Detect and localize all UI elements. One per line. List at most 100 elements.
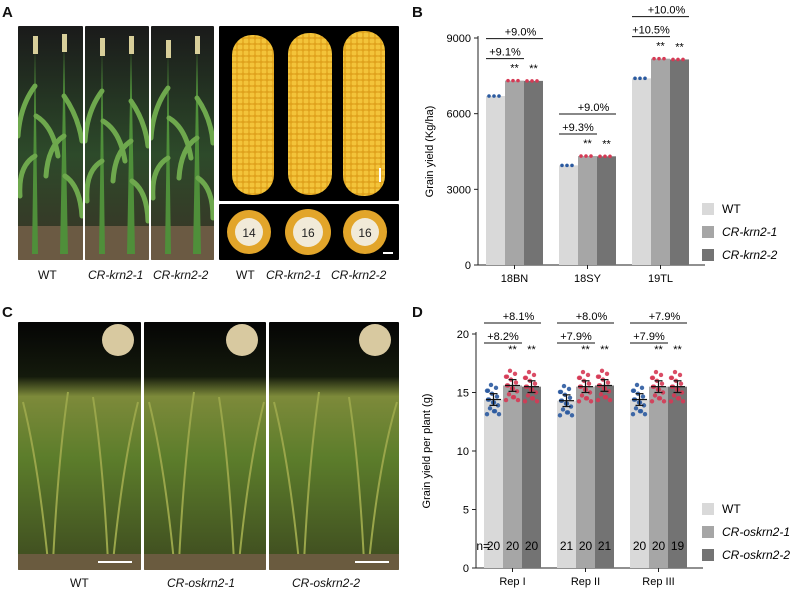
bracket-label-inner: +8.2%	[487, 331, 519, 343]
data-point	[492, 94, 496, 98]
significance-mark: **	[656, 41, 665, 53]
data-point	[530, 79, 534, 83]
data-point	[510, 394, 516, 400]
bar	[632, 78, 651, 265]
data-point	[598, 154, 602, 159]
panel-label-a: A	[2, 4, 13, 21]
data-point	[488, 382, 494, 388]
data-point	[567, 395, 573, 400]
data-point	[595, 374, 601, 379]
data-point	[487, 406, 493, 411]
significance-mark: **	[527, 344, 536, 356]
data-point	[605, 380, 611, 385]
data-point	[642, 411, 648, 417]
bar	[595, 385, 614, 568]
data-point	[579, 393, 585, 398]
y-tick-label: 15	[457, 388, 469, 400]
maize-plant-photo-krn2-1	[85, 26, 149, 260]
bar	[649, 386, 668, 568]
bracket-label-inner: +9.1%	[489, 47, 521, 59]
bracket-label-outer: +9.0%	[578, 102, 610, 114]
bar	[668, 386, 687, 568]
data-point	[494, 394, 500, 399]
x-tick-label: Rep I	[499, 576, 525, 588]
bar	[522, 386, 541, 568]
bar	[597, 156, 616, 265]
data-point	[566, 386, 572, 392]
data-point	[652, 393, 658, 398]
data-point	[675, 396, 681, 401]
data-point	[630, 411, 636, 417]
data-point	[658, 372, 664, 378]
data-point	[649, 399, 655, 404]
bracket-label-outer: +10.0%	[648, 5, 686, 17]
data-point	[564, 410, 570, 415]
data-point	[511, 78, 515, 83]
data-point	[640, 394, 646, 399]
data-point	[522, 375, 528, 381]
data-point	[583, 396, 589, 401]
data-point	[557, 413, 563, 418]
data-point	[659, 381, 665, 386]
bracket-label-outer: +9.0%	[505, 27, 537, 39]
legend-label: CR-oskrn2-1	[722, 525, 790, 539]
maize-plant-photo-wt	[18, 26, 83, 260]
data-point	[653, 369, 659, 375]
bracket-label-outer: +8.0%	[576, 311, 608, 323]
plant-label-wt: WT	[38, 268, 57, 282]
data-point	[579, 154, 583, 158]
plant-label-krn2-1: CR-krn2-1	[88, 268, 144, 282]
data-point	[516, 78, 520, 83]
bar	[559, 165, 578, 265]
data-point	[634, 382, 640, 388]
rice-label-oskrn2-2: CR-oskrn2-2	[292, 576, 361, 590]
ear-label-wt: WT	[236, 268, 255, 282]
bar	[486, 96, 505, 265]
data-point	[497, 94, 501, 98]
data-point	[514, 389, 520, 394]
data-point	[576, 399, 582, 404]
data-point	[493, 385, 499, 391]
significance-mark: **	[529, 63, 538, 75]
data-point	[585, 372, 591, 378]
significance-mark: **	[508, 344, 517, 356]
rice-label-oskrn2-1: CR-oskrn2-1	[167, 576, 236, 590]
data-point	[534, 399, 540, 404]
legend-label: CR-krn2-1	[722, 225, 777, 239]
bracket-label-outer: +8.1%	[503, 311, 535, 323]
data-point	[503, 397, 509, 403]
data-point	[561, 383, 567, 389]
data-point	[487, 94, 491, 98]
data-point	[608, 154, 612, 159]
sample-size-label: 19	[671, 539, 685, 553]
sample-size-prefix: n=	[476, 539, 490, 553]
data-point	[484, 388, 490, 393]
y-tick-label: 10	[457, 446, 469, 458]
bar	[557, 400, 576, 568]
data-point	[598, 392, 604, 397]
rice-plant-photo-oskrn2-1	[144, 322, 266, 570]
sample-size-label: 20	[525, 539, 539, 553]
bracket-label-inner: +7.9%	[633, 331, 665, 343]
significance-mark: **	[583, 138, 592, 150]
legend-label: CR-oskrn2-2	[722, 548, 790, 562]
data-point	[525, 79, 529, 83]
data-point	[513, 380, 519, 385]
panel-label-b: B	[412, 4, 423, 21]
legend-swatch	[702, 203, 714, 215]
significance-mark: **	[673, 344, 682, 356]
x-tick-label: Rep III	[642, 576, 674, 588]
data-point	[671, 393, 677, 398]
sample-size-label: 20	[633, 539, 647, 553]
data-point	[506, 78, 510, 83]
ear-label-krn2-2: CR-krn2-2	[331, 268, 387, 282]
significance-mark: **	[600, 344, 609, 356]
data-point	[507, 368, 513, 374]
data-point	[643, 76, 647, 81]
data-point	[639, 385, 645, 391]
sample-size-label: 21	[598, 539, 612, 553]
data-point	[649, 375, 655, 381]
maize-ear-photo	[219, 26, 399, 201]
data-point	[491, 409, 497, 414]
data-point	[584, 154, 588, 158]
